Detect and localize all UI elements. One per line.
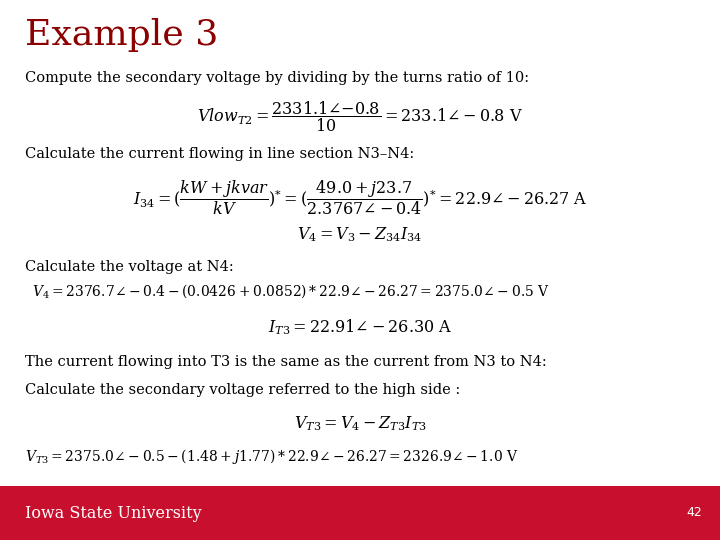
Text: The current flowing into T3 is the same as the current from N3 to N4:: The current flowing into T3 is the same … <box>25 355 547 369</box>
Text: $V_4 = V_3 - Z_{34}I_{34}$: $V_4 = V_3 - Z_{34}I_{34}$ <box>297 226 423 244</box>
Text: Calculate the secondary voltage referred to the high side :: Calculate the secondary voltage referred… <box>25 383 461 397</box>
Text: $I_{T3} = 22.91\angle -26.30\ \mathrm{A}$: $I_{T3} = 22.91\angle -26.30\ \mathrm{A}… <box>268 317 452 336</box>
Text: $I_{34} = (\dfrac{kW + jkvar}{kV})^{*} = (\dfrac{49.0 + j23.7}{2.3767\angle -0.4: $I_{34} = (\dfrac{kW + jkvar}{kV})^{*} =… <box>132 178 588 217</box>
Text: 42: 42 <box>686 507 702 519</box>
Text: Example 3: Example 3 <box>25 18 219 52</box>
Text: Calculate the voltage at N4:: Calculate the voltage at N4: <box>25 260 234 274</box>
Bar <box>0 486 720 540</box>
Text: $\mathit{Vlow}_{T2} = \dfrac{2331.1\angle{-0.8}}{10} = 233.1\angle -0.8\ \mathrm: $\mathit{Vlow}_{T2} = \dfrac{2331.1\angl… <box>197 99 523 133</box>
Text: Compute the secondary voltage by dividing by the turns ratio of 10:: Compute the secondary voltage by dividin… <box>25 71 529 85</box>
Text: Calculate the current flowing in line section N3–N4:: Calculate the current flowing in line se… <box>25 147 415 161</box>
Text: $V_4 = 2376.7\angle -0.4-(0.0426+0.0852)*22.9\angle -26.27=2375.0\angle -0.5\ \m: $V_4 = 2376.7\angle -0.4-(0.0426+0.0852)… <box>32 283 550 300</box>
Text: $V_{T3} = V_4 - Z_{T3}I_{T3}$: $V_{T3} = V_4 - Z_{T3}I_{T3}$ <box>294 415 426 433</box>
Text: Iowa State University: Iowa State University <box>25 504 202 522</box>
Text: $V_{T3} = 2375.0\angle -0.5-(1.48+j1.77)*22.9\angle -26.27=2326.9\angle -1.0\ \m: $V_{T3} = 2375.0\angle -0.5-(1.48+j1.77)… <box>25 447 519 466</box>
